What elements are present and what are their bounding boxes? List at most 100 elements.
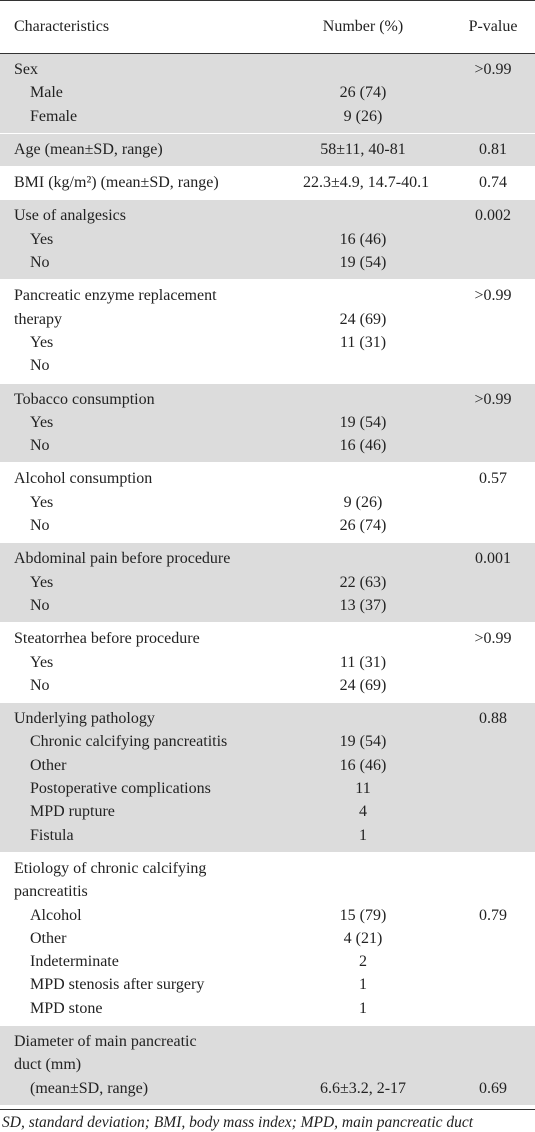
row-number: 58±11, 40-81 [320, 140, 406, 158]
row-number: 9 (26) [343, 493, 383, 511]
row-number: 13 (37) [339, 596, 387, 614]
row-label: No [30, 676, 50, 694]
header-number: Number (%) [322, 18, 404, 35]
row-number: 9 (26) [343, 107, 383, 125]
row-number: 22.3±4.9, 14.7-40.1 [303, 174, 430, 192]
row-number: 4 [359, 803, 367, 821]
table-row: Etiology of chronic calcifying [0, 857, 535, 880]
table-row: No 26 (74) [0, 514, 535, 537]
row-label: duct (mm) [14, 1056, 82, 1074]
row-pvalue: >0.99 [474, 287, 512, 305]
row-label: Underlying pathology [14, 710, 155, 728]
row-label: Sex [14, 61, 38, 78]
table-row: Chronic calcifying pancreatitis 19 (54) [0, 730, 535, 753]
row-label: therapy [14, 310, 62, 328]
row-label: No [30, 357, 50, 375]
row-label: Alcohol consumption [14, 470, 153, 488]
row-group: Pancreatic enzyme replacement >0.99 therap… [0, 280, 535, 384]
row-group: BMI (kg/m²) (mean±SD, range) 22.3±4.9, 14… [0, 167, 535, 201]
row-group: Etiology of chronic calcifying pancreatit… [0, 853, 535, 1026]
row-label: No [30, 596, 50, 614]
row-number: 11 (31) [339, 653, 387, 671]
row-label: Yes [30, 653, 54, 671]
table-row: Yes 11 (31) [0, 331, 535, 354]
table-footnote: SD, standard deviation; BMI, body mass i… [0, 1108, 535, 1132]
row-number: 24 (69) [339, 310, 387, 328]
row-group: Tobacco consumption >0.99 Yes 19 (54) No 16 (… [0, 383, 535, 464]
row-label: No [30, 517, 50, 535]
table-row: Age (mean±SD, range) 58±11, 40-81 0.81 [0, 138, 535, 161]
row-label: Other [30, 929, 67, 947]
row-number: 1 [359, 826, 367, 844]
row-label: MPD stenosis after surgery [30, 976, 205, 994]
row-label: No [30, 254, 50, 272]
table-row: Alcohol 15 (79) 0.79 [0, 904, 535, 927]
row-label: Pancreatic enzyme replacement [14, 287, 217, 305]
table-row: MPD stenosis after surgery 1 [0, 973, 535, 996]
row-group: Sex >0.99 Male 26 (74) Female 9 (26) [0, 54, 535, 134]
row-label: Etiology of chronic calcifying [14, 859, 207, 877]
table-row: Postoperative complications 11 [0, 777, 535, 800]
row-number: 15 (79) [339, 906, 387, 924]
table-row: Fistula 1 [0, 824, 535, 847]
table-row: Diameter of main pancreatic [0, 1030, 535, 1053]
row-pvalue: >0.99 [474, 630, 512, 648]
table-row: (mean±SD, range) 6.6±3.2, 2-17 0.69 [0, 1077, 535, 1100]
header-pvalue: P-value [468, 18, 518, 35]
row-label: Use of analgesics [14, 207, 126, 225]
row-pvalue: 0.88 [479, 710, 507, 728]
row-number: 16 (46) [339, 230, 387, 248]
table-row: Other 4 (21) [0, 927, 535, 950]
row-label: Yes [30, 230, 54, 248]
table-row: MPD stone 1 [0, 997, 535, 1020]
table-row: MPD rupture 4 [0, 800, 535, 823]
row-pvalue: >0.99 [474, 61, 512, 78]
table-row: Yes 16 (46) [0, 228, 535, 251]
row-number: 16 (46) [339, 756, 387, 774]
row-pvalue: 0.001 [475, 550, 511, 568]
table-row: Other 16 (46) [0, 754, 535, 777]
row-label: pancreatitis [14, 883, 88, 901]
row-number: 1 [359, 999, 367, 1017]
table-body: Sex >0.99 Male 26 (74) Female 9 (26) Age (mean… [0, 54, 535, 1106]
table-header: Characteristics Number (%) P-value [0, 0, 535, 54]
header-characteristics: Characteristics [14, 18, 110, 35]
row-pvalue: 0.57 [479, 470, 507, 488]
row-group: Abdominal pain before procedure 0.001 Yes 2… [0, 543, 535, 624]
row-pvalue: 0.69 [479, 1079, 507, 1097]
row-label: MPD stone [30, 999, 103, 1017]
row-number: 19 (54) [339, 254, 387, 272]
table-row: therapy 24 (69) [0, 308, 535, 331]
row-label: Tobacco consumption [14, 390, 155, 408]
table-row: Male 26 (74) [0, 81, 535, 104]
table-row: Tobacco consumption >0.99 [0, 388, 535, 411]
row-group: Steatorrhea before procedure >0.99 Yes 11 (… [0, 623, 535, 704]
row-label: Yes [30, 413, 54, 431]
row-label: Diameter of main pancreatic [14, 1032, 197, 1050]
row-label: Yes [30, 573, 54, 591]
table-row: Underlying pathology 0.88 [0, 707, 535, 730]
row-number: 19 (54) [339, 413, 387, 431]
row-label: Postoperative complications [30, 780, 211, 798]
table-row: Yes 19 (54) [0, 411, 535, 434]
row-label: Yes [30, 333, 54, 351]
table-row: pancreatitis [0, 880, 535, 903]
table-row: Yes 11 (31) [0, 651, 535, 674]
row-label: MPD rupture [30, 803, 115, 821]
row-number: 26 (74) [339, 517, 387, 535]
table-row: Steatorrhea before procedure >0.99 [0, 627, 535, 650]
row-label: Female [30, 107, 78, 125]
table-row: No 24 (69) [0, 674, 535, 697]
row-number: 19 (54) [339, 733, 387, 751]
table-row: Use of analgesics 0.002 [0, 204, 535, 227]
table-row: Pancreatic enzyme replacement >0.99 [0, 284, 535, 307]
row-label: (mean±SD, range) [30, 1079, 149, 1097]
row-group: Age (mean±SD, range) 58±11, 40-81 0.81 [0, 133, 535, 168]
row-number: 11 (31) [339, 333, 387, 351]
row-label: Steatorrhea before procedure [14, 630, 200, 648]
row-label: Yes [30, 493, 54, 511]
table-row: Alcohol consumption 0.57 [0, 467, 535, 490]
row-number: 4 (21) [343, 929, 383, 947]
row-pvalue: 0.81 [479, 140, 507, 158]
